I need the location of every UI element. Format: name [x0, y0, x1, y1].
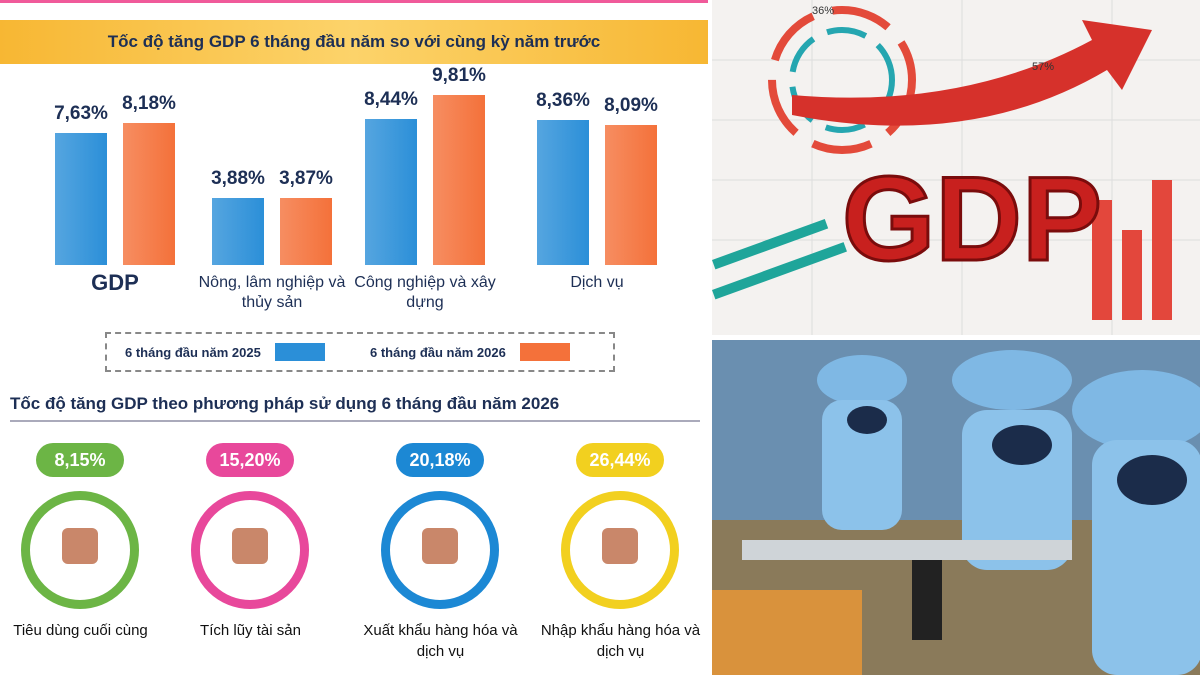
illustration-word: GDP: [842, 152, 1102, 286]
bar: [123, 123, 175, 265]
legend-swatch: [520, 343, 570, 361]
value-pill: 8,15%: [36, 443, 124, 477]
bar: [605, 125, 657, 265]
factory-photo: [712, 340, 1200, 675]
icon: [422, 528, 458, 564]
usage-label: Tiêu dùng cuối cùng: [13, 622, 148, 639]
bar: [433, 95, 485, 265]
value-label: 8,44%: [364, 88, 418, 110]
value-label: 8,18%: [122, 93, 176, 115]
value-label: 3,87%: [279, 168, 333, 190]
usage-title: Tốc độ tăng GDP theo phương pháp sử dụng…: [10, 394, 700, 422]
category-label: Nông, lâm nghiệp và thủy sản: [198, 274, 346, 311]
legend-label: 6 tháng đầu năm 2025: [125, 345, 261, 360]
bar: [537, 120, 589, 265]
bar: [212, 197, 264, 265]
illustration-label: 36%: [812, 5, 834, 17]
illustration-label: 57%: [1032, 61, 1054, 73]
chart-title: Tốc độ tăng GDP 6 tháng đầu năm so với c…: [0, 20, 708, 64]
category-label: Công nghiệp và xây dựng: [354, 274, 496, 311]
value-label: 3,88%: [211, 167, 265, 189]
category-label: Dịch vụ: [570, 274, 624, 291]
value-pill: 26,44%: [576, 443, 664, 477]
category-label: GDP: [91, 270, 139, 295]
value-label: 8,09%: [604, 95, 658, 117]
bar: [365, 118, 417, 265]
value-pill: 20,18%: [396, 443, 484, 477]
usage-label: Tích lũy tài sản: [200, 622, 301, 639]
illustration: GDP 36% 57%: [712, 0, 1200, 335]
usage-label: Nhập khẩu hàng hóa và dịch vụ: [540, 622, 701, 660]
bar: [280, 198, 332, 265]
legend-swatch: [275, 343, 325, 361]
icon: [232, 528, 268, 564]
top-strip: [0, 0, 708, 3]
usage-label: Xuất khẩu hàng hóa và dịch vụ: [363, 622, 518, 660]
icon: [62, 528, 98, 564]
value-label: 8,36%: [536, 90, 590, 112]
value-pill: 15,20%: [206, 443, 294, 477]
icon: [602, 528, 638, 564]
value-label: 9,81%: [432, 65, 486, 87]
legend-label: 6 tháng đầu năm 2026: [370, 345, 506, 360]
legend: [105, 332, 615, 372]
value-label: 7,63%: [54, 103, 108, 124]
bar: [55, 133, 107, 265]
